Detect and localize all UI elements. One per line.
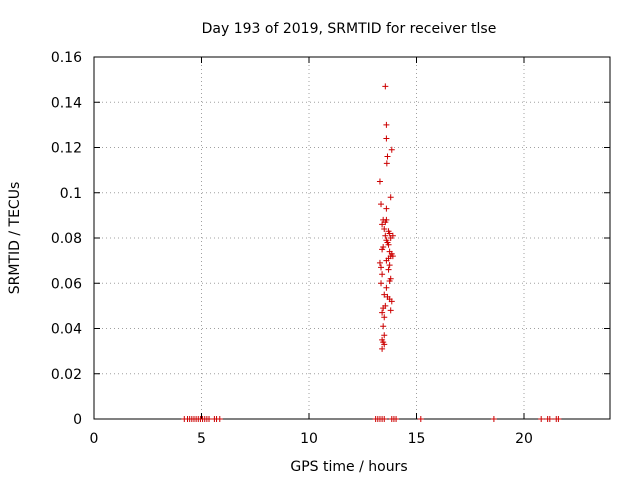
y-tick-label: 0.04: [51, 322, 82, 338]
data-point: [538, 416, 544, 422]
y-tick-label: 0.16: [51, 50, 82, 66]
y-tick-label: 0.08: [51, 231, 82, 247]
data-point: [383, 206, 389, 212]
data-point: [378, 280, 384, 286]
y-tick-label: 0.14: [51, 95, 82, 111]
y-tick-label: 0.1: [60, 186, 82, 202]
data-point: [418, 416, 424, 422]
y-tick-label: 0.02: [51, 367, 82, 383]
x-tick-label: 0: [90, 431, 99, 447]
data-point: [384, 154, 390, 160]
x-tick-label: 10: [300, 431, 318, 447]
data-point: [379, 271, 385, 277]
x-tick-label: 15: [408, 431, 426, 447]
data-point: [383, 122, 389, 128]
data-point: [217, 416, 223, 422]
data-point: [380, 323, 386, 329]
data-point: [388, 194, 394, 200]
data-point: [386, 267, 392, 273]
data-point: [378, 201, 384, 207]
data-point: [377, 178, 383, 184]
data-points: [181, 83, 561, 422]
y-tick-label: 0: [73, 412, 82, 428]
ticks: 0 0.02 0.04 0.06 0.08 0.1 0.12 0.14 0.16 0 5 10 15 20: [51, 50, 610, 447]
data-point: [491, 416, 497, 422]
y-tick-label: 0.06: [51, 276, 82, 292]
plot-frame: [94, 57, 610, 419]
data-point: [378, 264, 384, 270]
y-tick-label: 0.12: [51, 141, 82, 157]
x-axis-label: GPS time / hours: [290, 459, 407, 475]
data-point: [383, 135, 389, 141]
data-point: [382, 83, 388, 89]
data-point: [387, 262, 393, 268]
grid: [94, 57, 610, 419]
y-axis-label: SRMTID / TECUs: [7, 182, 23, 295]
data-point: [383, 285, 389, 291]
x-tick-label: 5: [197, 431, 206, 447]
data-point: [384, 160, 390, 166]
x-tick-label: 20: [515, 431, 533, 447]
data-point: [377, 260, 383, 266]
data-point: [388, 307, 394, 313]
chart-title: Day 193 of 2019, SRMTID for receiver tls…: [202, 21, 497, 37]
data-point: [389, 147, 395, 153]
